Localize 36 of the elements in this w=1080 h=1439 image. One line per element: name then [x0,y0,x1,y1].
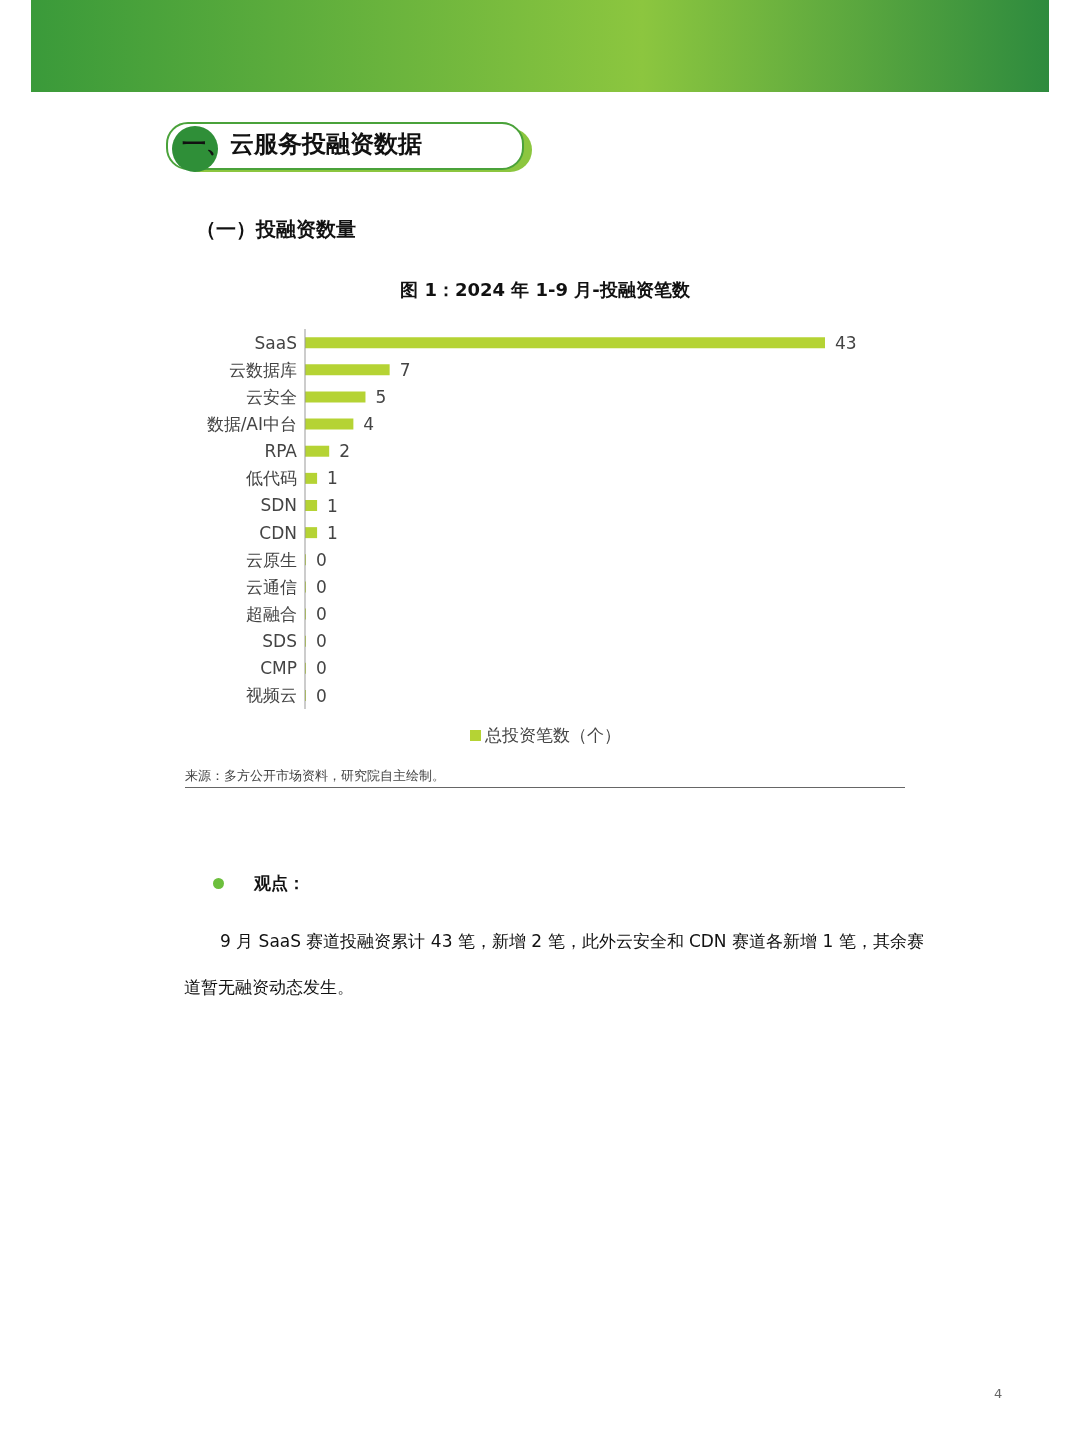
chart-title: 图 1：2024 年 1-9 月-投融资笔数 [399,278,691,302]
data-label: 43 [835,332,857,353]
data-label: 2 [339,441,351,462]
data-label: 0 [316,685,327,706]
y-tick-label: 视频云 [246,685,297,706]
y-tick-label: 低代码 [246,468,297,489]
text: 观点： [254,872,305,895]
data-label: 4 [363,414,375,435]
data-label: 0 [316,631,327,652]
y-tick-label: 云原生 [246,549,297,570]
data-label: 7 [399,359,411,380]
y-tick-label: CDN [259,522,297,543]
data-label: 1 [327,522,338,543]
text: 4 [994,1386,1003,1401]
y-tick-label: 超融合 [246,604,297,625]
y-tick-label: SaaS [254,332,297,353]
y-tick-label: SDS [262,631,297,652]
data-label: 0 [316,576,327,597]
data-label: 0 [316,604,327,625]
y-tick-label: RPA [264,441,298,462]
y-tick-label: 数据/AI中台 [206,414,297,435]
y-tick-label: 云数据库 [229,359,297,380]
y-tick-label: 云通信 [246,576,297,597]
data-label: 0 [316,549,327,570]
text: 一、云服务投融资数据 [182,129,422,160]
text: 9 月 SaaS 赛道投融资累计 43 笔，新增 2 笔，此外云安全和 CDN 赛道各新增 1 笔，其余赛道暂无融资动态发生。 [184,931,924,997]
data-label: 0 [316,658,327,679]
data-label: 1 [327,495,338,516]
text: （一）投融资数量 [196,216,356,243]
data-label: 5 [375,386,387,407]
y-tick-label: 云安全 [246,386,297,407]
y-tick-label: SDN [260,495,297,516]
y-tick-label: CMP [260,658,297,679]
data-label: 1 [327,468,338,489]
source-note: 来源：多方公开市场资料，研究院自主绘制。 [185,767,905,788]
legend-label: 总投资笔数（个） [483,724,621,747]
